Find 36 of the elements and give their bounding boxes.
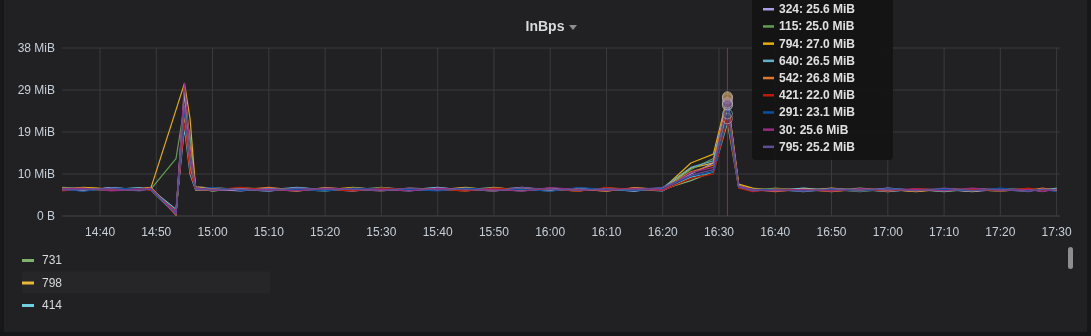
x-tick-label: 16:00 — [535, 225, 566, 239]
annotation: 542: 26.8 MiB — [779, 71, 856, 85]
annotation: 794: 27.0 MiB — [779, 36, 856, 51]
x-tick-label: 15:40 — [422, 225, 454, 239]
x-tick-label: 15:30 — [366, 225, 397, 239]
y-tick-label: 19 MiB — [17, 125, 55, 140]
x-tick-label: 15:00 — [197, 225, 228, 239]
x-tick-label: 17:30 — [1041, 225, 1072, 239]
legend-label: 731 — [42, 253, 63, 268]
x-tick-label: 16:40 — [760, 225, 791, 239]
annotation: 30: 25.6 MiB — [779, 122, 849, 137]
x-tick-label: 14:40 — [85, 225, 116, 239]
annotation: 640: 26.5 MiB — [779, 53, 856, 68]
annotation: 795: 25.2 MiB — [779, 139, 856, 154]
x-tick-label: 15:20 — [310, 225, 341, 239]
annotation: 291: 23.1 MiB — [779, 105, 856, 120]
x-tick-label: 17:00 — [872, 225, 904, 239]
x-tick-label: 16:10 — [591, 225, 622, 239]
y-tick-label: 38 MiB — [17, 41, 55, 56]
x-tick-label: 15:10 — [253, 225, 285, 239]
legend-label: 798 — [42, 275, 63, 290]
x-tick-label: 15:50 — [478, 225, 510, 239]
x-tick-label: 16:50 — [816, 225, 847, 239]
x-tick-label: 16:20 — [647, 225, 679, 239]
x-tick-label: 17:20 — [985, 225, 1016, 239]
y-tick-label: 29 MiB — [17, 83, 55, 98]
annotation: 421: 22.0 MiB — [779, 88, 856, 103]
text: 115: 25.0 MiB — [779, 19, 855, 34]
x-tick-label: 16:30 — [703, 225, 735, 239]
text: 324: 25.6 MiB — [779, 2, 856, 17]
x-tick-label: 17:10 — [929, 225, 960, 239]
x-tick-label: 14:50 — [141, 225, 172, 239]
y-tick-label: 0 B — [36, 209, 55, 224]
legend-label: 414 — [42, 298, 63, 313]
y-tick-label: 10 MiB — [17, 167, 55, 182]
chart-title: InBps — [525, 18, 565, 34]
